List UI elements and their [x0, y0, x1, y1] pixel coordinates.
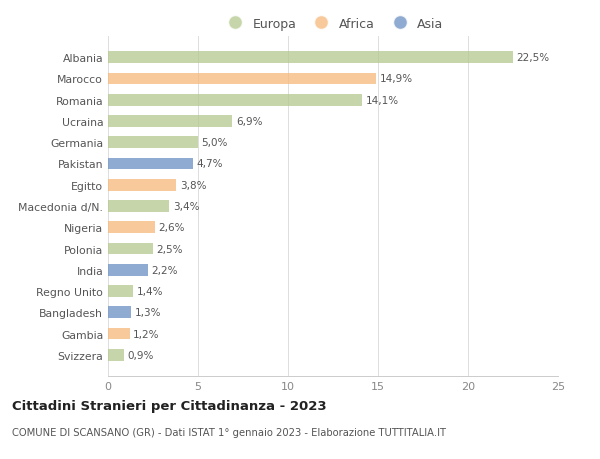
- Text: 0,9%: 0,9%: [128, 350, 154, 360]
- Text: 22,5%: 22,5%: [517, 53, 550, 63]
- Text: 14,1%: 14,1%: [365, 95, 398, 106]
- Bar: [108, 243, 153, 255]
- Bar: [108, 73, 376, 85]
- Bar: [108, 116, 232, 128]
- Bar: [108, 307, 131, 319]
- Bar: [108, 179, 176, 191]
- Text: COMUNE DI SCANSANO (GR) - Dati ISTAT 1° gennaio 2023 - Elaborazione TUTTITALIA.I: COMUNE DI SCANSANO (GR) - Dati ISTAT 1° …: [12, 427, 446, 437]
- Text: 2,6%: 2,6%: [158, 223, 185, 233]
- Bar: [108, 349, 124, 361]
- Bar: [108, 137, 198, 149]
- Text: 1,3%: 1,3%: [135, 308, 161, 318]
- Text: 1,2%: 1,2%: [133, 329, 160, 339]
- Text: Cittadini Stranieri per Cittadinanza - 2023: Cittadini Stranieri per Cittadinanza - 2…: [12, 399, 326, 412]
- Bar: [108, 328, 130, 340]
- Text: 6,9%: 6,9%: [236, 117, 262, 127]
- Text: 1,4%: 1,4%: [137, 286, 163, 297]
- Text: 2,2%: 2,2%: [151, 265, 178, 275]
- Text: 2,5%: 2,5%: [157, 244, 183, 254]
- Legend: Europa, Africa, Asia: Europa, Africa, Asia: [219, 14, 447, 34]
- Bar: [108, 285, 133, 297]
- Text: 14,9%: 14,9%: [380, 74, 413, 84]
- Bar: [108, 52, 513, 64]
- Text: 3,8%: 3,8%: [180, 180, 206, 190]
- Bar: [108, 158, 193, 170]
- Text: 5,0%: 5,0%: [202, 138, 228, 148]
- Text: 4,7%: 4,7%: [196, 159, 223, 169]
- Bar: [108, 264, 148, 276]
- Bar: [108, 222, 155, 234]
- Text: 3,4%: 3,4%: [173, 202, 199, 212]
- Bar: [108, 201, 169, 213]
- Bar: [108, 95, 362, 106]
